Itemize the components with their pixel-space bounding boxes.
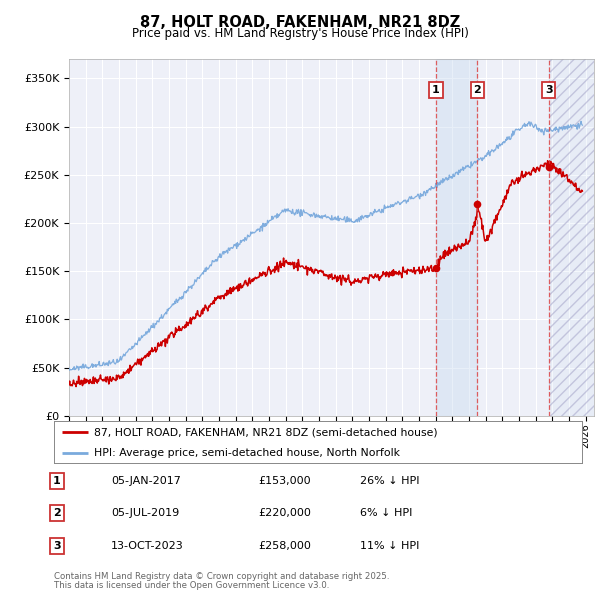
Text: 87, HOLT ROAD, FAKENHAM, NR21 8DZ (semi-detached house): 87, HOLT ROAD, FAKENHAM, NR21 8DZ (semi-…: [94, 427, 437, 437]
Text: 3: 3: [545, 85, 553, 95]
Text: 87, HOLT ROAD, FAKENHAM, NR21 8DZ: 87, HOLT ROAD, FAKENHAM, NR21 8DZ: [140, 15, 460, 30]
Bar: [436, 59, 478, 416]
Text: Price paid vs. HM Land Registry's House Price Index (HPI): Price paid vs. HM Land Registry's House …: [131, 27, 469, 40]
Text: 2: 2: [53, 509, 61, 518]
Text: HPI: Average price, semi-detached house, North Norfolk: HPI: Average price, semi-detached house,…: [94, 448, 400, 457]
Text: Contains HM Land Registry data © Crown copyright and database right 2025.: Contains HM Land Registry data © Crown c…: [54, 572, 389, 581]
Text: £220,000: £220,000: [258, 509, 311, 518]
Bar: [549, 59, 600, 416]
Text: 05-JAN-2017: 05-JAN-2017: [111, 476, 181, 486]
Text: £153,000: £153,000: [258, 476, 311, 486]
Text: This data is licensed under the Open Government Licence v3.0.: This data is licensed under the Open Gov…: [54, 581, 329, 590]
Text: 11% ↓ HPI: 11% ↓ HPI: [360, 541, 419, 550]
Text: 1: 1: [53, 476, 61, 486]
Text: 2: 2: [473, 85, 481, 95]
Text: 05-JUL-2019: 05-JUL-2019: [111, 509, 179, 518]
Text: 13-OCT-2023: 13-OCT-2023: [111, 541, 184, 550]
Bar: [549, 59, 600, 416]
Text: 26% ↓ HPI: 26% ↓ HPI: [360, 476, 419, 486]
Text: £258,000: £258,000: [258, 541, 311, 550]
Text: 6% ↓ HPI: 6% ↓ HPI: [360, 509, 412, 518]
Text: 3: 3: [53, 541, 61, 550]
Text: 1: 1: [432, 85, 440, 95]
Bar: [549, 59, 600, 416]
